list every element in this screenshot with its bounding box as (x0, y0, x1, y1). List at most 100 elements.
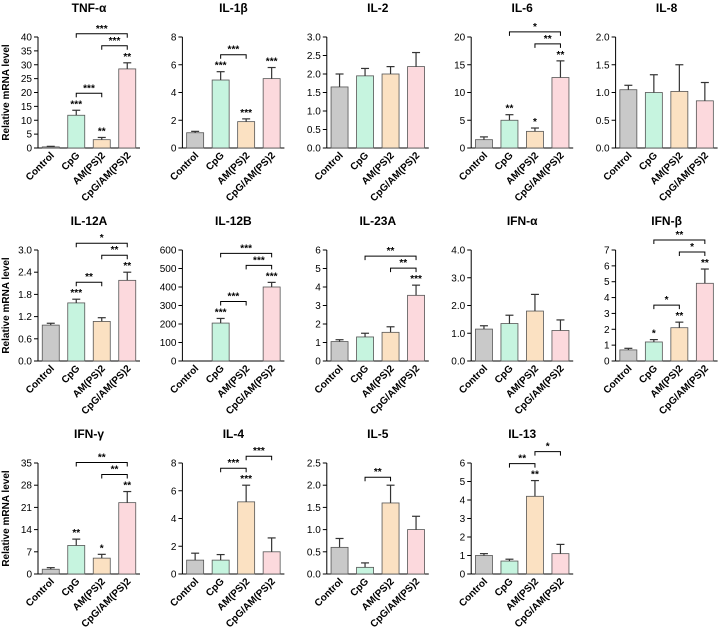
y-tick-label: 0 (315, 357, 321, 368)
x-tick-label: Control (24, 363, 57, 396)
bar (500, 323, 519, 362)
significance-label: ** (675, 311, 683, 322)
bracket-label: ** (675, 230, 683, 241)
bracket-label: *** (96, 24, 108, 35)
significance-label: *** (70, 99, 82, 110)
significance-bracket (220, 467, 247, 473)
y-tick-label: 5 (315, 264, 321, 275)
y-tick-label: 3 (315, 301, 321, 312)
x-tick-label: CpG (204, 576, 227, 599)
x-tick-label: CpG (60, 576, 83, 599)
y-tick-label: 10 (21, 116, 33, 127)
y-tick-label: 35 (21, 459, 33, 470)
y-tick-label: 1.5 (596, 60, 610, 71)
bracket-label: ** (111, 245, 119, 256)
y-tick-label: 6 (171, 486, 177, 497)
significance-label: *** (240, 108, 252, 119)
significance-bracket (75, 33, 128, 38)
bracket-label: * (690, 242, 694, 253)
x-tick-label: CpG (60, 150, 83, 173)
bar (41, 146, 60, 149)
significance-bracket (75, 462, 128, 467)
bar (619, 349, 638, 362)
x-tick-label: CpG (60, 363, 83, 386)
bar (262, 551, 281, 575)
panel-title: IL-5 (367, 427, 389, 441)
bar (500, 119, 519, 149)
y-tick-label: 300 (160, 301, 177, 312)
bar (670, 327, 689, 362)
y-tick-label: 0 (26, 144, 32, 155)
bracket-label: ** (387, 246, 395, 257)
y-tick-label: 2.0 (451, 301, 465, 312)
bar (67, 114, 86, 149)
x-tick-label: CpG (348, 363, 371, 386)
significance-bracket (75, 92, 103, 98)
significance-label: ** (123, 52, 131, 63)
panel-title: TNF-α (72, 1, 107, 15)
bar (381, 331, 400, 362)
bracket-label: *** (228, 45, 240, 56)
y-tick-label: 7 (604, 246, 610, 257)
bar (356, 75, 374, 149)
y-tick-label: 0.0 (451, 357, 465, 368)
y-tick-label: 3.0 (18, 246, 32, 257)
x-tick-label: CpG (637, 363, 660, 386)
y-tick-label: 0.0 (18, 357, 32, 368)
y-tick-label: 21 (21, 503, 33, 514)
bar (644, 92, 663, 149)
y-tick-label: 3 (604, 309, 610, 320)
x-tick-label: CpG (637, 150, 660, 173)
bar (500, 560, 519, 575)
x-tick-label: Control (602, 363, 635, 396)
significance-label: ** (557, 50, 565, 61)
bracket-label: *** (253, 446, 265, 457)
significance-label: ** (72, 528, 80, 539)
significance-bracket (220, 54, 247, 59)
x-tick-label: Control (24, 576, 57, 609)
significance-bracket (75, 242, 128, 248)
x-tick-label: CpG (493, 363, 516, 386)
y-tick-label: 1.0 (596, 88, 610, 99)
bar (619, 89, 638, 149)
y-tick-label: 0.0 (307, 570, 321, 581)
bar (211, 559, 230, 575)
y-tick-label: 0 (460, 570, 466, 581)
bracket-label: *** (83, 83, 95, 94)
significance-label: *** (266, 57, 278, 68)
y-tick-label: 200 (160, 320, 177, 331)
significance-bracket (508, 31, 561, 36)
bracket-label: *** (228, 291, 240, 302)
bracket-label: * (665, 295, 669, 306)
significance-label: *** (70, 288, 82, 299)
y-tick-label: 1.0 (307, 107, 321, 118)
bar (695, 282, 714, 362)
y-tick-label: 6 (604, 261, 610, 272)
bar (330, 341, 349, 362)
y-tick-label: 6 (315, 246, 321, 257)
y-tick-label: 4 (171, 88, 177, 99)
y-tick-label: 4 (171, 514, 177, 525)
y-axis-label: Relative mRNA level (1, 257, 12, 354)
bar (118, 279, 137, 362)
significance-bracket (364, 476, 392, 482)
x-tick-label: Control (457, 576, 490, 609)
bar (407, 529, 425, 575)
panel-title: IL-6 (512, 1, 534, 15)
y-tick-label: 6 (460, 459, 466, 470)
y-tick-label: 4.0 (451, 246, 465, 257)
panel-title: IL-12B (215, 214, 252, 228)
panel-title: IL-13 (508, 427, 536, 441)
significance-label: * (652, 329, 656, 340)
x-tick-label: Control (313, 363, 346, 396)
y-tick-label: 2 (315, 320, 321, 331)
y-tick-label: 25 (21, 74, 33, 85)
x-tick-label: Control (602, 150, 635, 183)
significance-bracket (245, 455, 273, 461)
y-tick-label: 3.0 (307, 33, 321, 44)
significance-bracket (101, 254, 128, 260)
panel-title: IFN-α (507, 214, 538, 228)
panel-title: IL-8 (656, 1, 678, 15)
y-tick-label: 5 (460, 477, 466, 488)
y-tick-label: 0.5 (596, 116, 610, 127)
